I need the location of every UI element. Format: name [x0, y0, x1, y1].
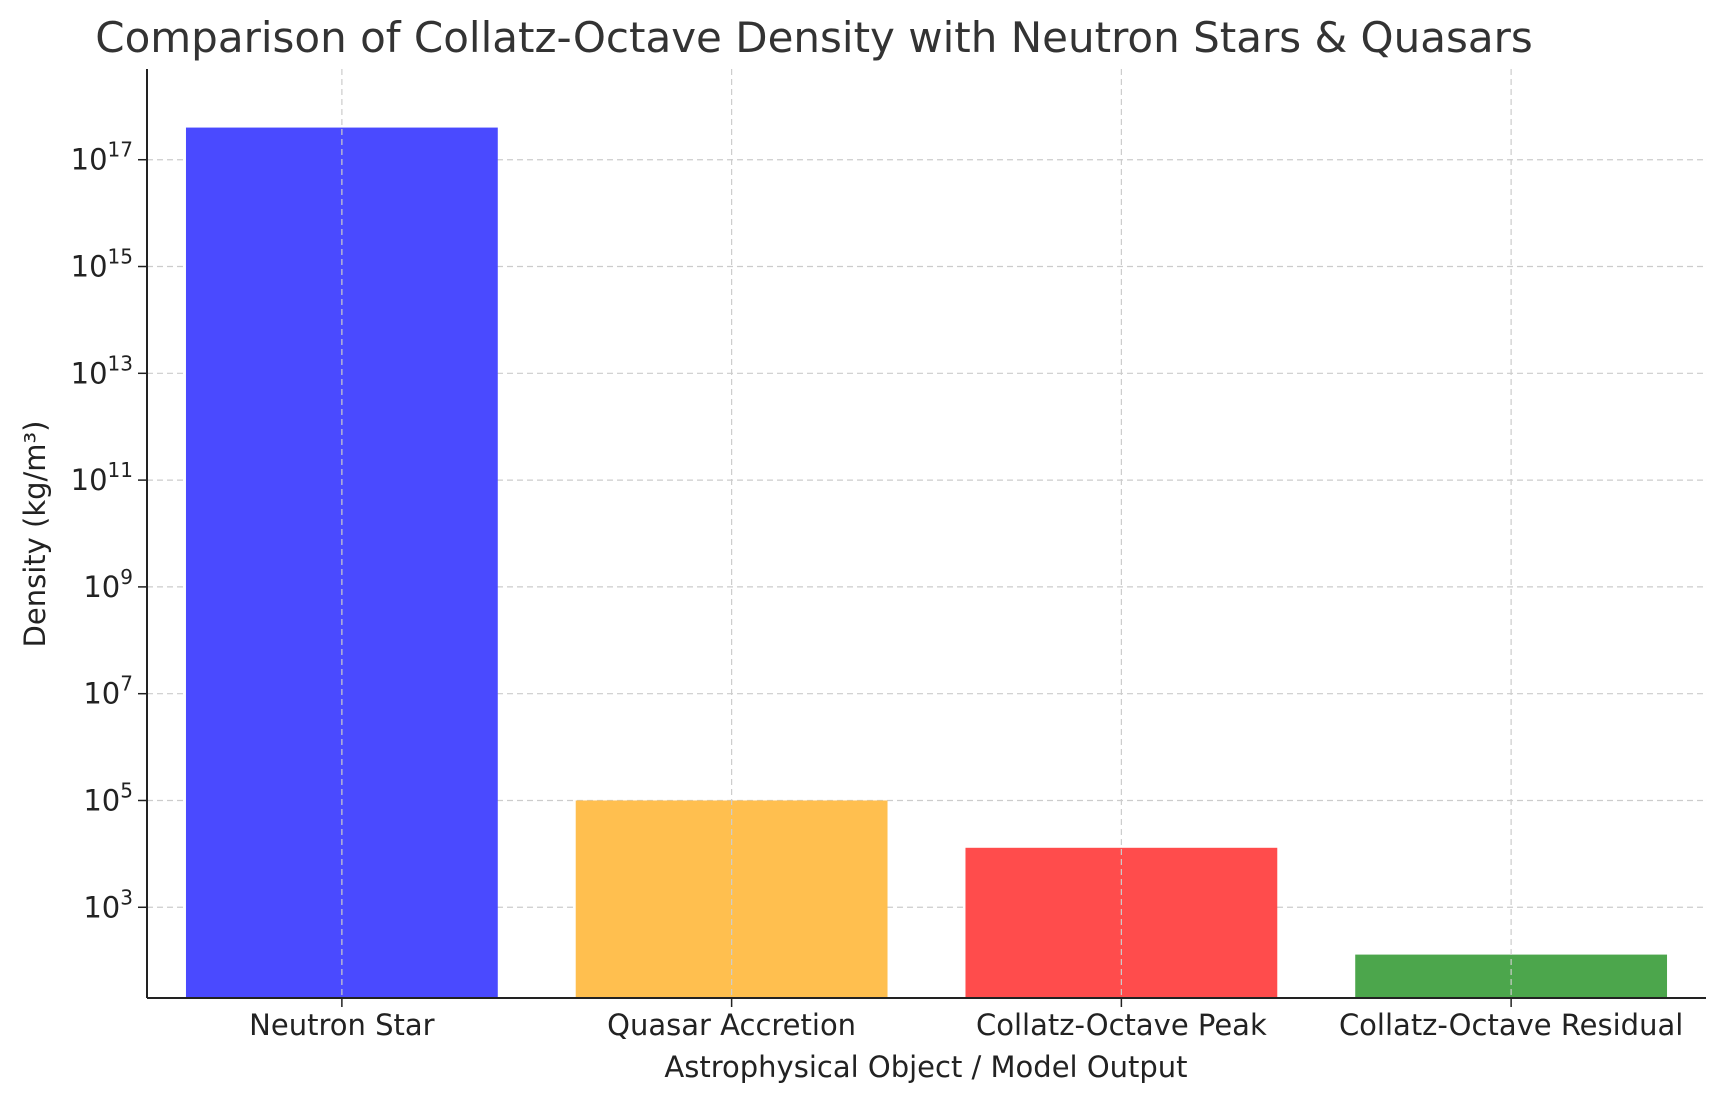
y-ticks: 103 105 107 109 1011 1013 1015 1017	[71, 138, 147, 924]
x-grid-lines	[341, 69, 1512, 998]
y-axis-label: Density (kg/m³)	[18, 421, 52, 648]
y-tick-label: 1011	[71, 458, 133, 497]
y-tick-label: 105	[83, 778, 133, 817]
bars	[185, 127, 1668, 999]
x-ticks: Neutron Star Quasar Accretion Collatz-Octa…	[249, 998, 1683, 1042]
x-tick-label: Quasar Accretion	[607, 1008, 856, 1042]
x-axis-label: Astrophysical Object / Model Output	[664, 1050, 1187, 1084]
chart-title: Comparison of Collatz-Octave Density wit…	[95, 13, 1532, 62]
x-tick-label: Neutron Star	[249, 1008, 434, 1042]
y-tick-label: 1017	[71, 138, 133, 177]
y-tick-label: 107	[83, 672, 133, 711]
y-tick-label: 103	[83, 885, 133, 924]
y-tick-label: 1013	[71, 351, 133, 390]
axes	[146, 69, 1706, 999]
x-tick-label: Collatz-Octave Residual	[1339, 1008, 1683, 1042]
x-tick-label: Collatz-Octave Peak	[976, 1008, 1267, 1042]
y-tick-label: 109	[83, 565, 133, 604]
y-tick-label: 1015	[71, 245, 133, 284]
